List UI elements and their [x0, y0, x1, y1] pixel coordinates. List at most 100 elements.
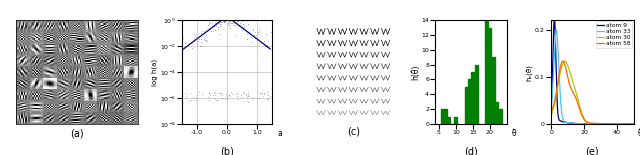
Point [254, 29, 264, 31]
Point [224, 24, 234, 26]
Point [223, 15, 233, 17]
Bar [488, 28, 492, 124]
Point [246, 41, 257, 44]
Point [222, 13, 232, 15]
Point [212, 28, 223, 30]
Point [218, 11, 228, 14]
Point [211, 24, 221, 27]
Point [222, 93, 232, 95]
Point [253, 30, 263, 33]
Point [242, 95, 252, 98]
atom 33 [587, 123, 595, 125]
Point [242, 100, 252, 103]
Point [218, 20, 228, 23]
Point [263, 97, 273, 100]
Point [213, 19, 223, 21]
Point [196, 31, 206, 34]
atom 30 [587, 123, 595, 125]
atom 33 [630, 123, 637, 125]
Point [216, 17, 227, 19]
Point [192, 93, 202, 96]
Point [257, 91, 267, 94]
Point [194, 91, 204, 94]
Point [220, 97, 230, 99]
Point [185, 41, 195, 44]
Line: atom 9: atom 9 [551, 19, 634, 124]
Point [219, 21, 229, 23]
Point [212, 19, 222, 21]
Point [237, 20, 248, 22]
Point [210, 22, 220, 24]
Bar [454, 117, 457, 124]
Point [263, 94, 273, 97]
Point [226, 16, 236, 18]
Point [219, 15, 229, 18]
Point [221, 93, 231, 96]
atom 9 [592, 123, 600, 125]
Point [241, 94, 251, 96]
Point [239, 24, 250, 26]
Point [241, 30, 251, 33]
Point [262, 44, 272, 46]
Point [237, 96, 247, 98]
Point [200, 39, 210, 41]
Point [210, 97, 220, 100]
Point [222, 10, 232, 12]
Point [217, 10, 227, 12]
Point [184, 99, 194, 102]
Point [221, 18, 231, 20]
Point [249, 34, 259, 36]
Point [217, 15, 227, 18]
atom 33 [547, 107, 555, 109]
Point [204, 21, 214, 23]
Point [262, 97, 272, 100]
Point [266, 30, 276, 33]
Point [246, 34, 257, 37]
Point [203, 95, 213, 98]
Point [262, 92, 273, 95]
Point [186, 41, 196, 44]
atom 9 [628, 123, 636, 125]
atom 9 [615, 123, 623, 125]
Point [180, 97, 190, 100]
Bar [495, 102, 498, 124]
Point [235, 22, 245, 24]
Point [221, 98, 232, 100]
Point [264, 94, 275, 97]
Point [204, 92, 214, 94]
Point [254, 42, 264, 44]
Point [186, 99, 196, 101]
atom 30 [615, 123, 623, 125]
Bar [444, 109, 447, 124]
Point [250, 37, 260, 39]
Point [224, 20, 234, 22]
Point [229, 19, 239, 22]
Point [214, 22, 225, 24]
Point [208, 93, 218, 96]
Point [239, 26, 249, 28]
Point [189, 33, 199, 35]
Point [225, 20, 236, 23]
Point [221, 95, 232, 97]
Point [234, 17, 244, 20]
Line: atom 30: atom 30 [551, 61, 634, 124]
Point [216, 21, 227, 23]
Point [238, 23, 248, 25]
atom 58 [596, 123, 604, 124]
Point [202, 40, 212, 43]
Point [215, 24, 225, 27]
Point [215, 91, 225, 94]
Point [216, 23, 227, 25]
Point [239, 100, 249, 103]
Point [218, 14, 228, 17]
Bar [441, 109, 444, 124]
Point [223, 10, 233, 13]
Point [221, 12, 231, 14]
Legend: atom 9, atom 33, atom 30, atom 58: atom 9, atom 33, atom 30, atom 58 [596, 21, 632, 48]
Text: θ̂: θ̂ [511, 129, 516, 139]
Point [220, 15, 230, 18]
Point [229, 22, 239, 24]
Point [225, 27, 235, 29]
Point [222, 14, 232, 17]
X-axis label: (d): (d) [464, 146, 478, 155]
